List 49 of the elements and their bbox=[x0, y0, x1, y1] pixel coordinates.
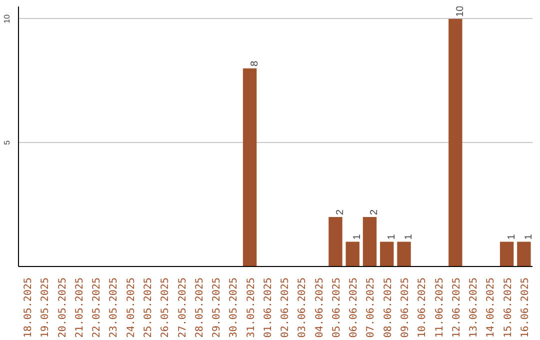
data-label: 1 bbox=[386, 234, 398, 240]
x-tick-label: 02.06.2025 bbox=[280, 277, 292, 338]
y-tick-label: 5 bbox=[2, 140, 12, 145]
x-tick-label: 20.05.2025 bbox=[57, 277, 68, 338]
x-tick-label: 19.05.2025 bbox=[40, 277, 52, 338]
x-tick-label: 09.06.2025 bbox=[400, 277, 411, 338]
x-tick-label: 12.06.2025 bbox=[451, 277, 462, 338]
data-label: 10 bbox=[454, 5, 466, 17]
x-tick-label: 07.06.2025 bbox=[366, 277, 377, 338]
x-tick-label: 10.06.2025 bbox=[417, 277, 428, 338]
x-tick-label: 14.06.2025 bbox=[486, 277, 497, 338]
data-label: 2 bbox=[334, 208, 346, 215]
data-label: 2 bbox=[369, 208, 380, 215]
x-tick-label: 01.06.2025 bbox=[262, 277, 274, 338]
x-tick-label: 27.05.2025 bbox=[177, 277, 188, 338]
x-tick-label: 15.06.2025 bbox=[502, 277, 514, 338]
x-tick-label: 16.06.2025 bbox=[520, 277, 531, 338]
x-tick-label: 28.05.2025 bbox=[194, 277, 206, 338]
bar bbox=[380, 242, 394, 266]
x-tick-label: 18.05.2025 bbox=[23, 277, 34, 338]
bar bbox=[397, 242, 411, 266]
bar bbox=[362, 216, 377, 266]
data-label: 1 bbox=[506, 234, 518, 240]
data-label: 1 bbox=[404, 234, 414, 240]
data-label: 1 bbox=[352, 234, 364, 240]
x-tick-label: 08.06.2025 bbox=[382, 277, 394, 338]
x-tick-label: 24.05.2025 bbox=[126, 277, 137, 338]
x-tick-label: 21.05.2025 bbox=[74, 277, 86, 338]
bar bbox=[500, 242, 514, 266]
x-tick-label: 29.05.2025 bbox=[212, 277, 223, 338]
x-tick-label: 26.05.2025 bbox=[160, 277, 172, 338]
x-tick-label: 04.06.2025 bbox=[314, 277, 326, 338]
x-tick-label: 31.05.2025 bbox=[246, 277, 257, 338]
bar bbox=[328, 216, 342, 266]
data-label: 8 bbox=[249, 60, 260, 66]
bar bbox=[242, 68, 257, 266]
bar bbox=[448, 18, 462, 266]
data-label: 1 bbox=[523, 234, 534, 240]
x-tick-label: 23.05.2025 bbox=[108, 277, 120, 338]
x-tick-label: 05.06.2025 bbox=[331, 277, 342, 338]
x-tick-label: 06.06.2025 bbox=[348, 277, 360, 338]
x-tick-label: 11.06.2025 bbox=[434, 277, 446, 338]
x-tick-label: 25.05.2025 bbox=[143, 277, 154, 338]
bar bbox=[517, 242, 531, 266]
bar bbox=[346, 242, 360, 266]
x-tick-label: 13.06.2025 bbox=[468, 277, 480, 338]
x-tick-label: 30.05.2025 bbox=[228, 277, 240, 338]
x-tick-label: 22.05.2025 bbox=[92, 277, 103, 338]
x-tick-label: 03.06.2025 bbox=[297, 277, 308, 338]
